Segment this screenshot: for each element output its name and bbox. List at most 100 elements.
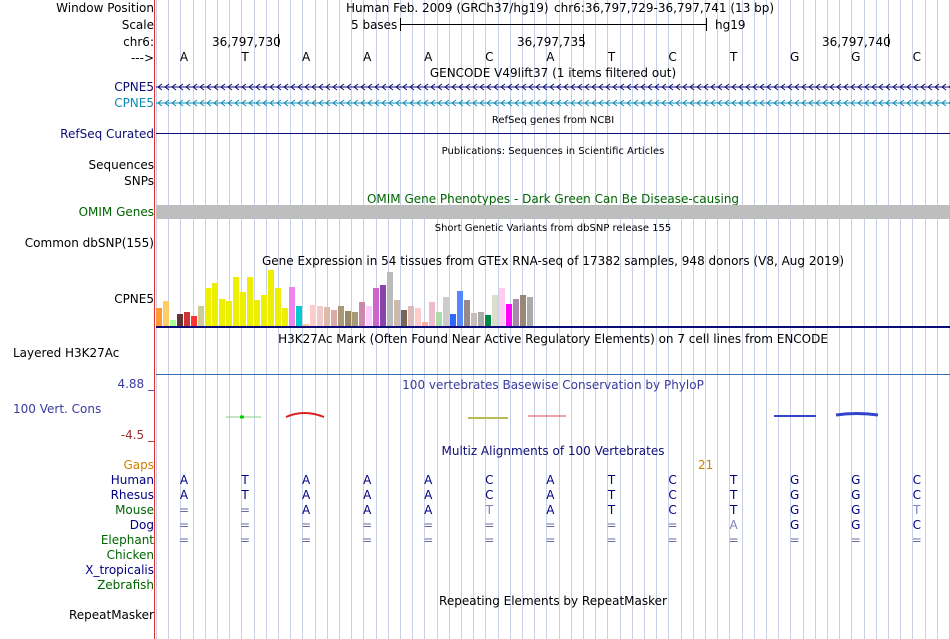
gtex-bar-chart[interactable] — [156, 270, 556, 326]
aligned-base: = — [423, 533, 434, 547]
gtex-bar-t11[interactable] — [226, 301, 232, 326]
gtex-bar-t32[interactable] — [373, 288, 379, 326]
gtex-bar-t17[interactable] — [268, 270, 274, 326]
strand-arrow — [703, 83, 709, 91]
grid-line — [778, 0, 779, 639]
gtex-bar-t49[interactable] — [492, 295, 498, 326]
gtex-bar-t13[interactable] — [240, 292, 246, 326]
gtex-bar-t19[interactable] — [282, 308, 288, 326]
phylop-signal[interactable] — [156, 405, 950, 425]
species-label-chicken[interactable]: Chicken — [106, 548, 154, 562]
gtex-bar-t52[interactable] — [513, 299, 519, 326]
gtex-bar-t8[interactable] — [205, 288, 211, 326]
gtex-bar-t1[interactable] — [156, 308, 162, 326]
strand-arrow — [283, 83, 289, 91]
gtex-bar-t5[interactable] — [184, 312, 190, 326]
gtex-bar-t53[interactable] — [520, 295, 526, 326]
strand-arrow — [304, 99, 310, 107]
gtex-bar-t21[interactable] — [296, 306, 302, 326]
gtex-bar-t47[interactable] — [478, 312, 484, 326]
strand-arrow — [472, 83, 478, 91]
coord-tick-mark-2 — [583, 34, 584, 47]
strand-arrow — [563, 99, 569, 107]
gencode-label-2[interactable]: CPNE5 — [114, 96, 154, 110]
gtex-bar-t23[interactable] — [310, 305, 316, 326]
gtex-bar-t42[interactable] — [443, 297, 449, 326]
gtex-bar-t54[interactable] — [527, 297, 533, 326]
refseq-gene-line[interactable] — [156, 133, 950, 134]
gtex-bar-t9[interactable] — [212, 283, 218, 326]
gtex-bar-t15[interactable] — [254, 300, 260, 326]
h3k27ac-signal-line[interactable] — [156, 374, 950, 375]
gtex-bar-t44[interactable] — [457, 291, 463, 326]
gtex-bar-t4[interactable] — [177, 314, 183, 326]
strand-arrow — [213, 83, 219, 91]
gtex-bar-t25[interactable] — [324, 307, 330, 326]
gtex-bar-t41[interactable] — [436, 312, 442, 326]
aligned-base: = — [484, 533, 495, 547]
gtex-bar-t20[interactable] — [289, 287, 295, 326]
gtex-bar-t33[interactable] — [380, 285, 386, 326]
species-label-x_tropicalis[interactable]: X_tropicalis — [85, 563, 154, 577]
gtex-bar-t51[interactable] — [506, 304, 512, 326]
strand-arrow — [493, 99, 499, 107]
omim-label[interactable]: OMIM Genes — [78, 205, 154, 219]
gtex-bar-t6[interactable] — [191, 316, 197, 326]
species-label-elephant[interactable]: Elephant — [100, 533, 154, 547]
publications-label[interactable]: Sequences — [88, 158, 154, 172]
aligned-base: G — [851, 473, 861, 487]
strand-arrow — [528, 99, 534, 107]
gtex-bar-t2[interactable] — [163, 301, 169, 326]
gtex-bar-t26[interactable] — [331, 310, 337, 326]
gtex-bar-t29[interactable] — [352, 312, 358, 326]
gtex-bar-t3[interactable] — [170, 320, 176, 326]
gtex-bar-t30[interactable] — [359, 302, 365, 326]
h3k27ac-label[interactable]: Layered H3K27Ac — [13, 346, 120, 360]
grid-line — [632, 0, 633, 639]
strand-arrow — [556, 83, 562, 91]
gtex-bar-t35[interactable] — [394, 300, 400, 326]
snps-label[interactable]: SNPs — [124, 174, 154, 188]
gtex-bar-t45[interactable] — [464, 300, 470, 326]
gtex-bar-t24[interactable] — [317, 306, 323, 326]
gtex-bar-t48[interactable] — [485, 315, 491, 326]
dbsnp-label[interactable]: Common dbSNP(155) — [24, 236, 154, 250]
gtex-bar-t43[interactable] — [450, 314, 456, 326]
multiz-title: Multiz Alignments of 100 Vertebrates — [441, 444, 665, 458]
strand-arrow — [647, 99, 653, 107]
gtex-bar-t39[interactable] — [422, 322, 428, 326]
gtex-bar-t37[interactable] — [408, 306, 414, 326]
gtex-bar-t46[interactable] — [471, 313, 477, 326]
gtex-bar-t50[interactable] — [499, 288, 505, 326]
gtex-gene-label[interactable]: CPNE5 — [114, 292, 154, 306]
refseq-label[interactable]: RefSeq Curated — [60, 127, 154, 141]
gtex-bar-t14[interactable] — [247, 277, 253, 326]
gencode-label-1[interactable]: CPNE5 — [114, 80, 154, 94]
gtex-bar-t38[interactable] — [415, 308, 421, 326]
gtex-bar-t22[interactable] — [303, 324, 309, 326]
gtex-bar-t18[interactable] — [275, 288, 281, 326]
species-label-zebrafish[interactable]: Zebrafish — [97, 578, 154, 592]
gtex-bar-t28[interactable] — [345, 311, 351, 326]
aligned-base: T — [729, 503, 738, 517]
gtex-bar-t36[interactable] — [401, 310, 407, 326]
phylop-label[interactable]: 100 Vert. Cons — [13, 402, 102, 416]
gtex-bar-t40[interactable] — [429, 302, 435, 326]
gtex-bar-t12[interactable] — [233, 277, 239, 326]
gtex-bar-t27[interactable] — [338, 306, 344, 326]
strand-arrow — [472, 99, 478, 107]
gtex-bar-t10[interactable] — [219, 299, 225, 326]
omim-gene-bar[interactable] — [156, 205, 950, 219]
species-label-mouse[interactable]: Mouse — [115, 503, 154, 517]
gtex-bar-t31[interactable] — [366, 306, 372, 326]
gencode-transcript-2[interactable] — [156, 98, 950, 108]
gtex-bar-t34[interactable] — [387, 272, 393, 326]
species-label-rhesus[interactable]: Rhesus — [110, 488, 154, 502]
gtex-bar-t16[interactable] — [261, 295, 267, 326]
gencode-transcript-1[interactable] — [156, 82, 950, 92]
species-label-human[interactable]: Human — [110, 473, 154, 487]
gtex-bar-t7[interactable] — [198, 306, 204, 326]
species-label-dog[interactable]: Dog — [129, 518, 154, 532]
repeatmasker-label[interactable]: RepeatMasker — [68, 608, 154, 622]
aligned-base: G — [790, 518, 800, 532]
